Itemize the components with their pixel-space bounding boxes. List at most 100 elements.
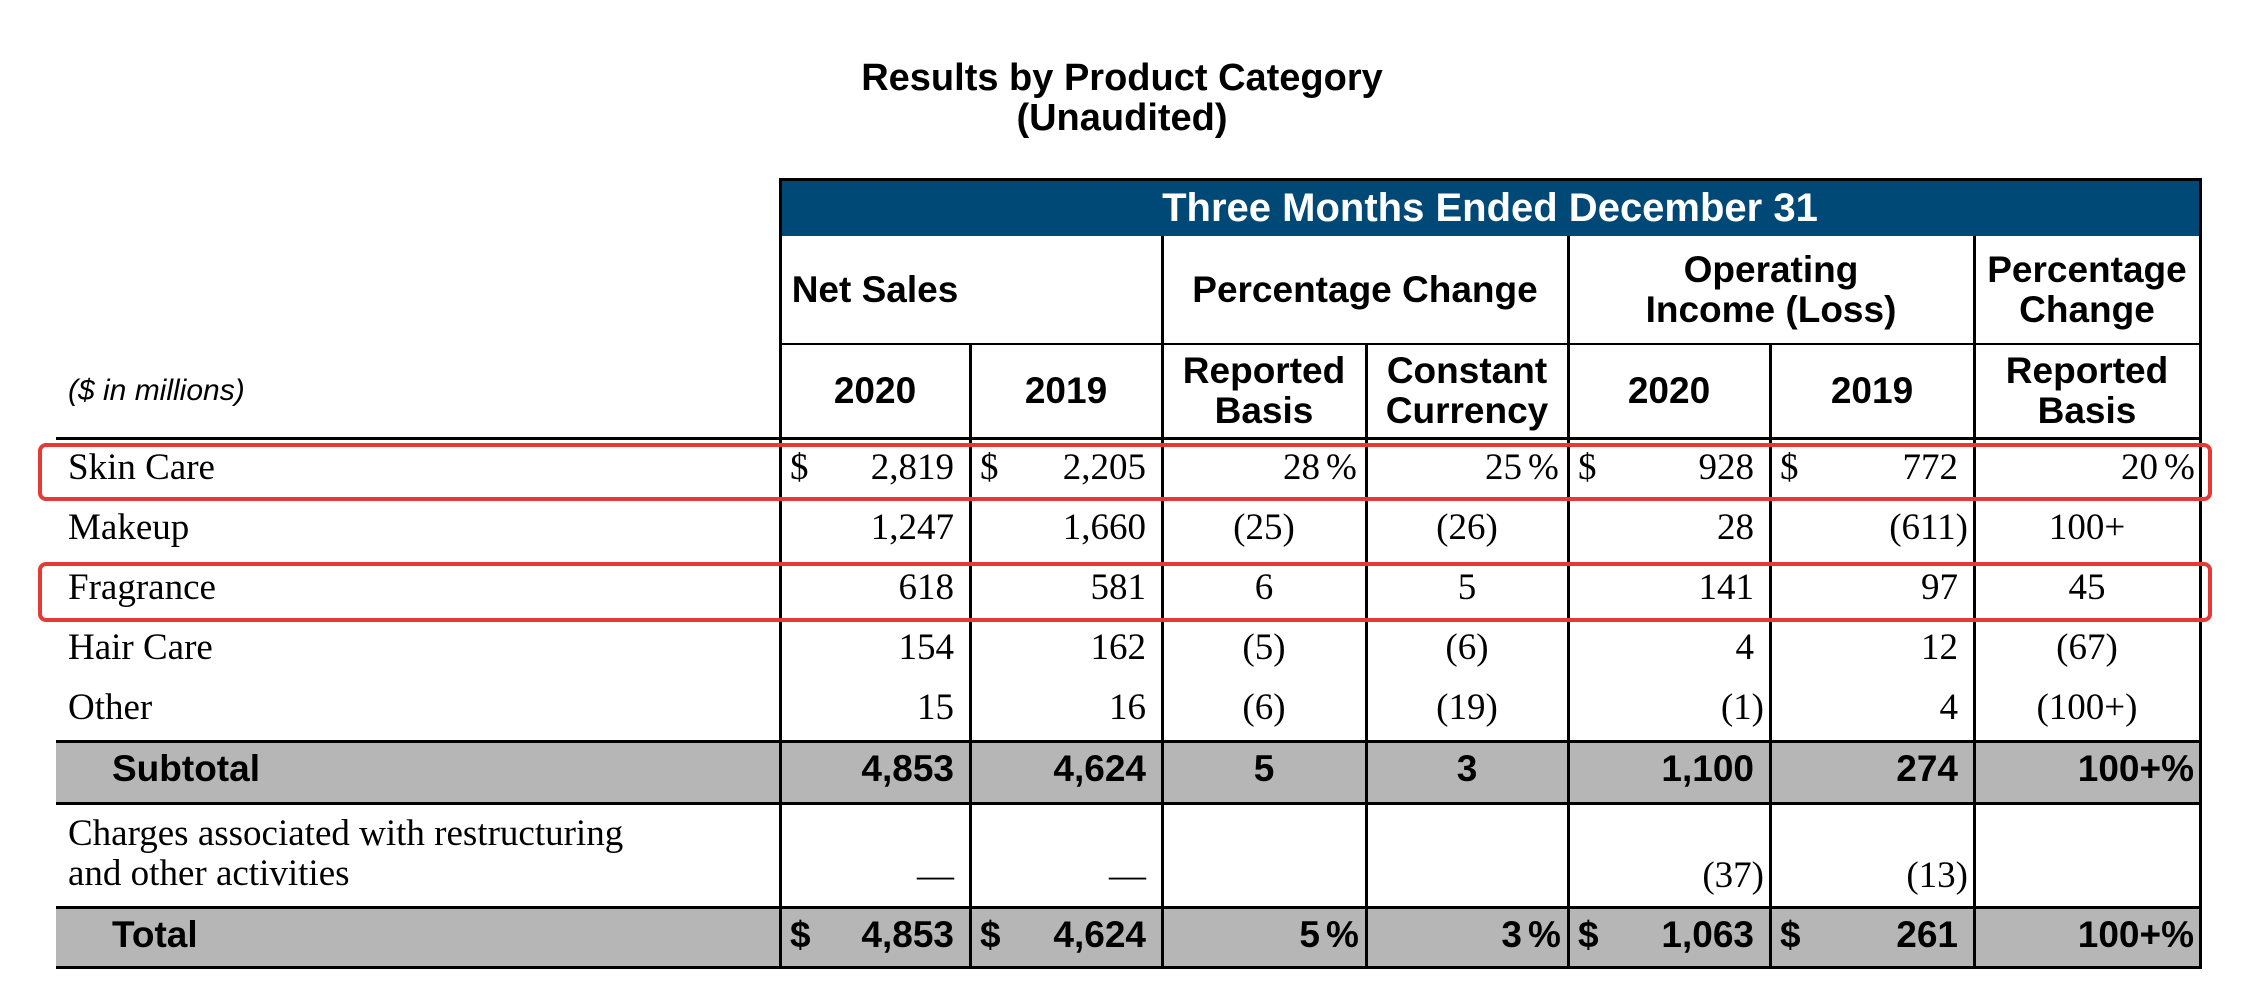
- cell-charges-ns2020: —: [917, 855, 954, 896]
- cell-charges-oi2020: (37): [1702, 855, 1764, 896]
- operating-income-header: Operating Income (Loss): [1645, 249, 1897, 330]
- cell-fragrance-oi2019: 97: [1921, 567, 1958, 608]
- cell-skin-care-reported: 28: [1283, 447, 1320, 488]
- percent-sign: %: [1528, 914, 1561, 955]
- cell-total-ns2020: 4,853: [861, 914, 954, 955]
- cell-makeup-oi2019: (611): [1889, 507, 1968, 548]
- grid-line: [1567, 236, 1570, 969]
- dollar-sign: $: [980, 447, 999, 488]
- period-header: Three Months Ended December 31: [780, 180, 2200, 236]
- units-note: ($ in millions): [68, 374, 245, 407]
- dollar-sign: $: [790, 914, 811, 955]
- cell-subtotal-oi2020: 1,100: [1661, 748, 1754, 789]
- grid-line: [780, 343, 2202, 345]
- percent-sign: %: [1326, 914, 1359, 955]
- grid-line: [56, 740, 2202, 743]
- cell-makeup-reported2: 100+: [2048, 507, 2126, 548]
- pct-change-2-header: Percentage Change: [1987, 249, 2187, 330]
- cell-other-reported2: (100+): [2036, 687, 2138, 728]
- cell-total-reported2: 100+%: [2077, 914, 2194, 955]
- cell-fragrance-ns2020: 618: [898, 567, 955, 608]
- cell-total-constant: 3: [1501, 914, 1522, 955]
- row-label-total: Total: [112, 914, 198, 955]
- net-sales-header-ext: [970, 236, 1162, 344]
- ns-2019-header: 2019: [1024, 370, 1108, 411]
- percent-sign: %: [2164, 447, 2195, 488]
- grid-line: [56, 966, 2202, 969]
- cell-skin-care-ns2019: 2,205: [1062, 447, 1146, 488]
- oi-2019-header: 2019: [1830, 370, 1914, 411]
- cell-fragrance-oi2020: 141: [1698, 567, 1755, 608]
- cell-charges-ns2019: —: [1109, 855, 1146, 896]
- grid-line: [56, 906, 2202, 909]
- cell-hair-care-reported2: (67): [2056, 627, 2118, 668]
- cell-hair-care-oi2020: 4: [1735, 627, 1755, 668]
- cell-total-oi2020: 1,063: [1661, 914, 1754, 955]
- grid-line: [779, 178, 782, 969]
- dollar-sign: $: [1578, 914, 1599, 955]
- cell-skin-care-oi2019: 772: [1902, 447, 1959, 488]
- grid-line: [56, 802, 2202, 805]
- grid-line: [1365, 343, 1368, 969]
- cell-subtotal-reported2: 100+%: [2077, 748, 2194, 789]
- row-label-skin-care: Skin Care: [68, 447, 215, 488]
- cell-fragrance-constant: 5: [1457, 567, 1477, 608]
- cell-skin-care-reported2: 20: [2121, 447, 2158, 488]
- dollar-sign: $: [980, 914, 1001, 955]
- cell-other-constant: (19): [1436, 687, 1498, 728]
- cell-skin-care-oi2020: 928: [1698, 447, 1755, 488]
- cell-subtotal-ns2019: 4,624: [1053, 748, 1146, 789]
- cell-subtotal-ns2020: 4,853: [861, 748, 954, 789]
- cell-charges-oi2019: (13): [1906, 855, 1968, 896]
- dollar-sign: $: [1780, 914, 1801, 955]
- oi-2020-header: 2020: [1627, 370, 1711, 411]
- row-label-makeup: Makeup: [68, 507, 190, 548]
- grid-line: [780, 178, 2202, 181]
- grid-line: [1161, 236, 1164, 969]
- cell-makeup-reported: (25): [1233, 507, 1295, 548]
- cell-hair-care-ns2020: 154: [898, 627, 955, 668]
- grid-line: [2199, 178, 2202, 969]
- constant-currency-header: Constant Currency: [1385, 350, 1549, 431]
- cell-fragrance-reported: 6: [1254, 567, 1274, 608]
- cell-other-reported: (6): [1242, 687, 1286, 728]
- row-label-subtotal: Subtotal: [112, 748, 260, 789]
- cell-other-ns2020: 15: [917, 687, 954, 728]
- highlight-box-fragrance: [38, 562, 2212, 622]
- cell-subtotal-oi2019: 274: [1896, 748, 1958, 789]
- highlight-box-skin-care: [38, 443, 2212, 501]
- cell-makeup-constant: (26): [1436, 507, 1498, 548]
- grid-line: [1769, 343, 1772, 969]
- cell-fragrance-ns2019: 581: [1090, 567, 1147, 608]
- cell-makeup-ns2019: 1,660: [1062, 507, 1146, 548]
- dollar-sign: $: [790, 447, 809, 488]
- cell-total-oi2019: 261: [1896, 914, 1958, 955]
- grid-line: [1973, 236, 1976, 969]
- reported-basis-2-header: Reported Basis: [2005, 350, 2169, 431]
- dollar-sign: $: [1578, 447, 1597, 488]
- cell-subtotal-constant: 3: [1456, 748, 1478, 789]
- net-sales-header: Net Sales: [791, 269, 959, 310]
- pct-change-header: Percentage Change: [1192, 269, 1538, 310]
- ns-2020-header: 2020: [833, 370, 917, 411]
- row-label-other: Other: [68, 687, 153, 728]
- cell-total-reported: 5: [1299, 914, 1320, 955]
- dollar-sign: $: [1780, 447, 1799, 488]
- grid-line: [56, 437, 2202, 440]
- grid-line: [969, 343, 972, 969]
- cell-other-oi2020: (1): [1720, 687, 1764, 728]
- cell-skin-care-constant: 25: [1485, 447, 1522, 488]
- cell-fragrance-reported2: 45: [2068, 567, 2106, 608]
- cell-hair-care-reported: (5): [1242, 627, 1286, 668]
- cell-hair-care-ns2019: 162: [1090, 627, 1147, 668]
- reported-basis-header: Reported Basis: [1182, 350, 1346, 431]
- percent-sign: %: [1326, 447, 1357, 488]
- row-label-charges: Charges associated with restructuring and…: [68, 813, 624, 894]
- cell-makeup-oi2020: 28: [1717, 507, 1754, 548]
- total-row-bg: [56, 907, 2200, 967]
- table-subtitle: (Unaudited): [1016, 97, 1228, 139]
- cell-hair-care-constant: (6): [1445, 627, 1489, 668]
- cell-total-ns2019: 4,624: [1053, 914, 1146, 955]
- cell-hair-care-oi2019: 12: [1921, 627, 1958, 668]
- cell-other-oi2019: 4: [1939, 687, 1959, 728]
